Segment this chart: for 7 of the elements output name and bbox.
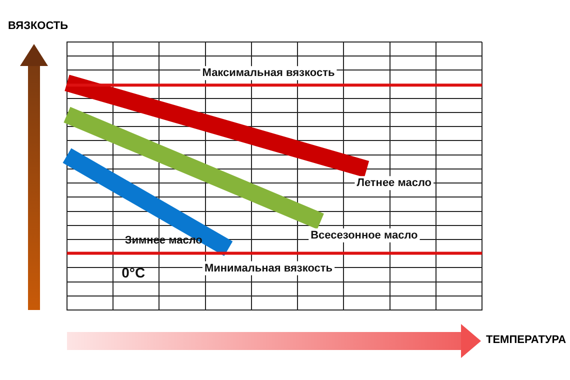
y-axis-title: ВЯЗКОСТЬ (8, 20, 68, 32)
x-axis-title: ТЕМПЕРАТУРА (486, 334, 566, 346)
series-label: Летнее масло (356, 177, 432, 190)
ref-line-label: Минимальная вязкость (204, 262, 333, 274)
series-label: Всесезонное масло (310, 229, 418, 242)
annotation: 0°C (122, 264, 146, 281)
ref-line-label: Максимальная вязкость (202, 67, 335, 80)
